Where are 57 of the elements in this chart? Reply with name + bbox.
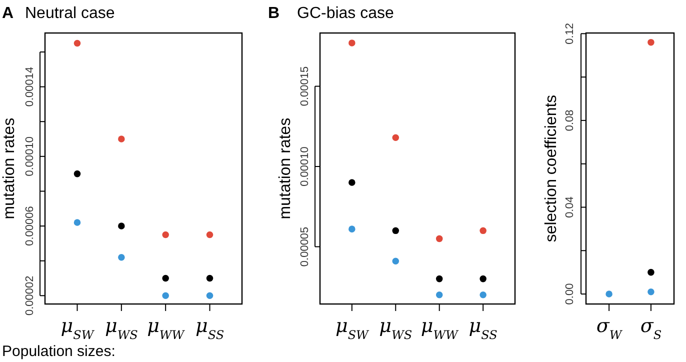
x-tick-label: μ$_{WW}$: [420, 315, 460, 342]
point: [436, 275, 443, 282]
point: [348, 179, 356, 186]
point: [206, 292, 214, 300]
point: [436, 235, 443, 242]
point: [162, 231, 169, 238]
point: [118, 222, 125, 230]
point: [480, 227, 486, 234]
y-tick-label: 0.08: [564, 110, 576, 132]
point: [606, 290, 612, 298]
x-tick-label: μ$_{WW}$: [147, 315, 186, 342]
point: [648, 38, 654, 46]
point: [648, 288, 654, 296]
point: [392, 227, 400, 234]
point: [162, 292, 169, 300]
point: [436, 291, 443, 298]
x-tick-label: μ$_{WS}$: [104, 315, 138, 342]
y-tick-label: 0.00014: [24, 66, 36, 107]
x-tick-label: μ$_{SS}$: [468, 315, 498, 342]
point: [648, 268, 654, 276]
point: [118, 136, 125, 142]
y-axis-title: mutation rates: [277, 118, 294, 220]
text: Population sizes:: [2, 343, 116, 360]
y-tick-label: 0.00: [564, 283, 576, 305]
x-tick-label: σ$_{S}$: [640, 315, 662, 342]
y-tick-label: 0.04: [564, 196, 576, 218]
y-tick-label: 0.00015: [299, 66, 311, 106]
x-tick-label: σ$_{W}$: [596, 315, 624, 342]
chart-title: Neutral case: [25, 5, 115, 22]
point: [480, 291, 486, 298]
x-tick-label: μ$_{SW}$: [335, 315, 370, 342]
point: [348, 40, 356, 46]
x-tick-label: μ$_{SW}$: [60, 315, 96, 342]
text: B: [268, 5, 280, 22]
point: [74, 170, 81, 178]
y-tick-label: 0.00002: [24, 276, 36, 316]
point: [74, 40, 81, 47]
y-tick-label: 0.00006: [24, 206, 36, 246]
point: [480, 275, 486, 282]
y-tick-label: 0.00005: [299, 226, 311, 267]
y-axis-title: mutation rates: [1, 118, 18, 220]
point: [162, 274, 169, 282]
point: [348, 226, 356, 232]
point: [206, 274, 214, 282]
point: [392, 258, 400, 265]
x-tick-label: μ$_{SS}$: [195, 315, 224, 342]
y-tick-label: 0.00010: [24, 136, 36, 176]
point: [206, 231, 214, 238]
point: [118, 254, 125, 261]
x-tick-label: μ$_{WS}$: [379, 315, 412, 342]
point: [74, 219, 81, 226]
chart-title: GC-bias case: [297, 5, 394, 22]
text: A: [2, 5, 14, 22]
point: [392, 134, 400, 141]
y-tick-label: 0.12: [564, 22, 576, 44]
y-tick-label: 0.00010: [299, 146, 311, 186]
y-axis-title: selection coefficients: [543, 94, 560, 242]
